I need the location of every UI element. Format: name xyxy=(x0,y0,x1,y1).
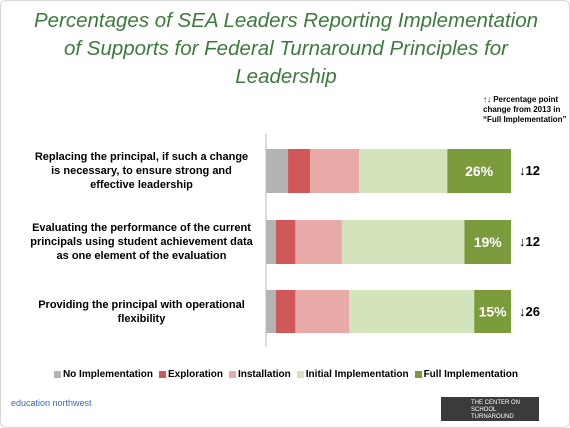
bar-segment xyxy=(266,220,276,264)
bar-segment xyxy=(295,220,342,264)
legend-item: Initial Implementation xyxy=(296,369,409,380)
bar-segment xyxy=(295,290,350,333)
legend-label: Installation xyxy=(237,369,291,380)
bar-segment xyxy=(447,149,511,193)
value-label: 26% xyxy=(465,163,494,179)
legend: No Implementation Exploration Installation… xyxy=(1,369,569,380)
value-label: 15% xyxy=(479,304,508,320)
logo: THE CENTER ON SCHOOL TURNAROUND xyxy=(441,397,539,421)
bar-segment xyxy=(266,149,289,193)
legend-label: Full Implementation xyxy=(423,369,519,380)
legend-swatch xyxy=(414,371,422,378)
legend-item: Full Implementation xyxy=(414,369,519,380)
bar-segment xyxy=(275,290,296,333)
plot: 26% 19% 15% xyxy=(265,134,511,347)
bar-segment xyxy=(474,290,511,333)
category-label: Replacing the principal, if such a chang… xyxy=(34,151,249,191)
bar-segment xyxy=(310,149,360,193)
change-label: ↓12 xyxy=(519,163,540,178)
bar-segment xyxy=(288,149,311,193)
change-note: ↑↓ Percentage point change from 2013 in … xyxy=(483,95,567,124)
legend-label: Exploration xyxy=(167,369,223,380)
legend-item: Exploration xyxy=(158,369,223,380)
bar-segment xyxy=(464,220,511,264)
legend-item: Installation xyxy=(228,369,291,380)
legend-label: No Implementation xyxy=(62,369,153,380)
bar-segment xyxy=(359,149,448,193)
legend-label: Initial Implementation xyxy=(305,369,409,380)
legend-swatch xyxy=(296,371,304,378)
change-label: ↓12 xyxy=(519,234,540,249)
change-label: ↓26 xyxy=(519,303,540,319)
bar-segment xyxy=(349,290,475,333)
bar-segment xyxy=(266,290,276,333)
legend-swatch xyxy=(158,371,166,378)
category-label: Providing the principal with operational… xyxy=(38,298,245,325)
category-label: Evaluating the performance of the curren… xyxy=(30,222,253,262)
legend-swatch xyxy=(53,371,61,378)
value-label: 19% xyxy=(474,234,503,250)
bar-segment xyxy=(275,220,296,264)
bar-segment xyxy=(341,220,465,264)
logo: education northwest xyxy=(11,398,92,408)
chart-title: Percentages of SEA Leaders Reporting Imp… xyxy=(33,9,539,88)
legend-item: No Implementation xyxy=(53,369,153,380)
legend-swatch xyxy=(228,371,236,378)
